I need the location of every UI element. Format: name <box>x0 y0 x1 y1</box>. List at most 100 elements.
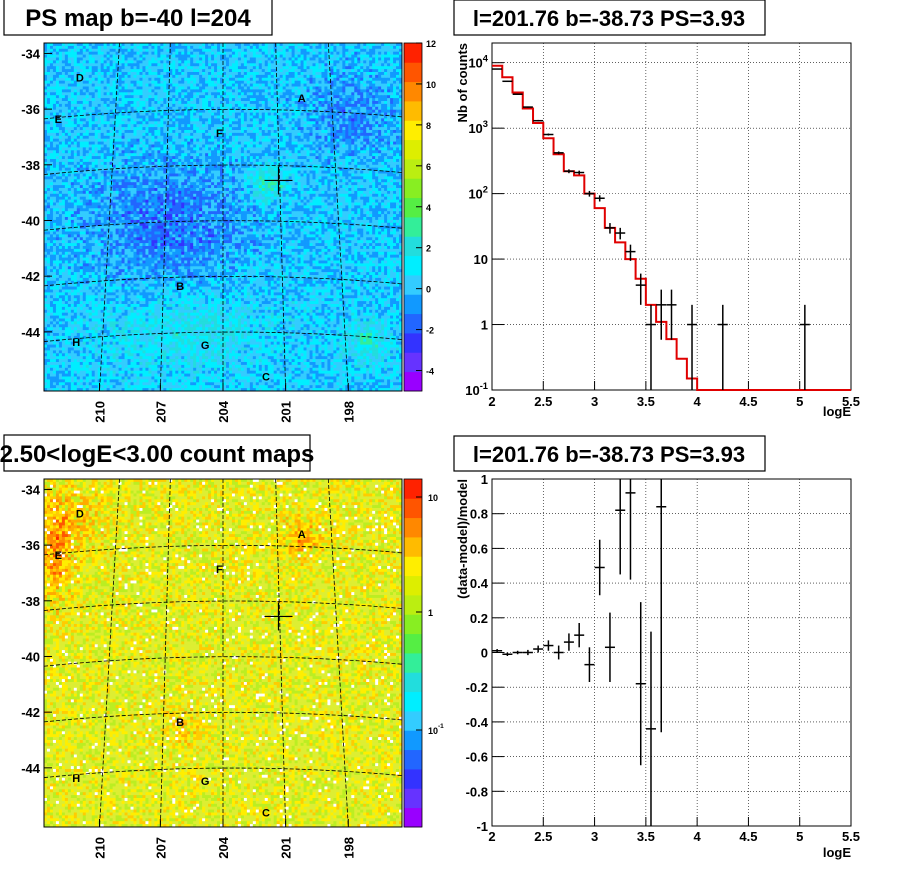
heatmap-cell <box>139 103 143 108</box>
heatmap-cell <box>333 153 337 157</box>
heatmap-cell <box>300 109 304 113</box>
heatmap-cell <box>70 83 75 87</box>
heatmap-cell <box>196 106 200 111</box>
heatmap-cell <box>351 103 355 108</box>
heatmap-cell <box>139 138 143 142</box>
heatmap-cell <box>82 57 87 61</box>
heatmap-cell <box>321 118 325 122</box>
heatmap-cell <box>223 60 227 64</box>
heatmap-cell <box>79 69 84 73</box>
heatmap-cell <box>321 144 325 148</box>
heatmap-cell <box>363 153 367 157</box>
heatmap-cell <box>208 72 212 76</box>
heatmap-cell <box>255 74 260 79</box>
heatmap-cell <box>354 69 358 73</box>
heatmap-cell <box>237 95 242 99</box>
heatmap-cell <box>339 54 343 58</box>
heatmap-cell <box>396 150 400 154</box>
heatmap-cell <box>133 57 137 61</box>
heatmap-cell <box>82 159 87 163</box>
heatmap-cell <box>330 69 334 73</box>
heatmap-cell <box>103 141 108 145</box>
heatmap-cell <box>243 63 248 67</box>
heatmap-cell <box>214 98 218 102</box>
heatmap-cell <box>44 98 48 102</box>
heatmap-cell <box>237 135 242 140</box>
heatmap-cell <box>121 112 125 116</box>
heatmap-cell <box>85 86 90 90</box>
heatmap-cell <box>133 54 137 58</box>
heatmap-cell <box>145 159 149 163</box>
heatmap-cell <box>309 57 313 61</box>
heatmap-cell <box>315 77 319 82</box>
heatmap-cell <box>285 121 290 125</box>
heatmap-cell <box>214 118 218 122</box>
heatmap-cell <box>44 92 48 96</box>
heatmap-cell <box>303 51 307 55</box>
heatmap-cell <box>211 48 215 53</box>
heatmap-cell <box>279 153 284 157</box>
heatmap-cell <box>375 83 379 87</box>
heatmap-cell <box>315 147 319 151</box>
heatmap-cell <box>312 124 316 128</box>
heatmap-cell <box>124 77 128 82</box>
heatmap-cell <box>139 112 143 116</box>
heatmap-cell <box>214 124 218 128</box>
heatmap-cell <box>103 144 108 148</box>
heatmap-cell <box>273 118 278 122</box>
heatmap-cell <box>211 66 215 70</box>
heatmap-cell <box>393 121 397 125</box>
heatmap-cell <box>154 109 158 113</box>
heatmap-cell <box>339 138 343 142</box>
heatmap-cell <box>387 95 391 99</box>
heatmap-cell <box>309 89 313 93</box>
heatmap-cell <box>231 48 236 53</box>
heatmap-cell <box>330 86 334 90</box>
heatmap-cell <box>303 74 307 79</box>
heatmap-cell <box>220 98 224 102</box>
heatmap-cell <box>258 72 263 76</box>
heatmap-cell <box>208 83 212 87</box>
heatmap-cell <box>94 159 99 163</box>
heatmap-cell <box>148 66 152 70</box>
heatmap-cell <box>267 101 272 105</box>
heatmap-cell <box>169 112 173 116</box>
heatmap-cell <box>291 103 295 108</box>
heatmap-cell <box>246 127 251 131</box>
heatmap-cell <box>390 92 394 96</box>
heatmap-cell <box>142 45 146 50</box>
heatmap-cell <box>136 118 140 122</box>
heatmap-cell <box>106 156 111 160</box>
heatmap-cell <box>390 77 394 82</box>
heatmap-cell <box>196 103 200 108</box>
heatmap-cell <box>199 112 203 116</box>
heatmap-cell <box>225 132 230 137</box>
heatmap-cell <box>79 147 84 151</box>
heatmap-cell <box>351 63 355 67</box>
heatmap-cell <box>199 150 203 154</box>
heatmap-cell <box>327 132 331 137</box>
heatmap-cell <box>309 121 313 125</box>
heatmap-cell <box>196 109 200 113</box>
heatmap-cell <box>55 63 60 67</box>
heatmap-cell <box>225 80 230 84</box>
heatmap-cell <box>375 106 379 111</box>
heatmap-cell <box>124 51 128 55</box>
heatmap-cell <box>88 132 93 137</box>
heatmap-cell <box>100 161 105 166</box>
heatmap-cell <box>181 60 185 64</box>
heatmap-cell <box>234 161 239 166</box>
heatmap-cell <box>240 115 245 119</box>
heatmap-cell <box>106 60 111 64</box>
heatmap-cell <box>282 130 287 134</box>
heatmap-cell <box>357 121 361 125</box>
heatmap-cell <box>154 83 158 87</box>
heatmap-cell <box>118 118 122 122</box>
heatmap-cell <box>342 106 346 111</box>
heatmap-cell <box>52 127 57 131</box>
heatmap-cell <box>193 45 197 50</box>
heatmap-cell <box>345 98 349 102</box>
heatmap-cell <box>214 89 218 93</box>
heatmap-cell <box>100 45 105 50</box>
heatmap-cell <box>97 144 102 148</box>
